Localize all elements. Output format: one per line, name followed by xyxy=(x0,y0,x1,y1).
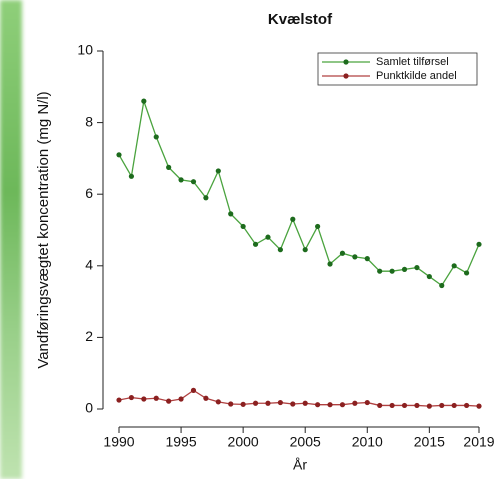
point xyxy=(352,400,358,406)
point xyxy=(290,401,296,407)
x-tick-label: 2000 xyxy=(228,434,259,450)
point xyxy=(401,266,408,272)
point xyxy=(377,402,383,409)
y-tick-label: 4 xyxy=(85,257,93,273)
point xyxy=(228,401,234,407)
point xyxy=(252,400,259,406)
point xyxy=(252,241,259,247)
y-tick-label: 6 xyxy=(85,185,93,201)
point xyxy=(290,216,296,222)
point xyxy=(228,211,234,217)
y-axis-label: Vandføringsvægtet koncentration (mg N/l) xyxy=(35,91,52,368)
point xyxy=(364,256,370,262)
series-line xyxy=(118,389,480,407)
y-tick-label: 8 xyxy=(85,113,93,129)
y-tick-label: 0 xyxy=(85,400,93,416)
point xyxy=(451,263,457,269)
point xyxy=(389,268,395,274)
point xyxy=(463,402,470,409)
x-tick-label: 2015 xyxy=(414,434,445,450)
point xyxy=(339,402,346,408)
point xyxy=(476,241,482,247)
point xyxy=(141,396,147,402)
point xyxy=(302,247,308,253)
point xyxy=(166,398,172,404)
x-tick-label: 2005 xyxy=(290,434,321,450)
point xyxy=(277,247,283,253)
point xyxy=(265,400,271,406)
chart-title: Kvælstof xyxy=(268,11,333,28)
legend-marker xyxy=(343,73,349,79)
point xyxy=(315,223,321,230)
point xyxy=(116,152,122,158)
point xyxy=(277,399,283,406)
y-tick-label: 10 xyxy=(77,42,93,58)
point xyxy=(240,401,246,407)
point xyxy=(401,402,408,409)
point xyxy=(203,395,209,401)
series-line xyxy=(118,100,480,287)
point xyxy=(352,254,358,260)
y-tick-label: 2 xyxy=(85,328,93,344)
point xyxy=(153,134,159,140)
x-tick-label: 2010 xyxy=(352,434,383,450)
point xyxy=(476,403,482,409)
point xyxy=(414,264,420,271)
point xyxy=(265,234,271,240)
point xyxy=(128,173,135,179)
point xyxy=(315,402,321,408)
point xyxy=(116,397,122,403)
x-axis-label: År xyxy=(293,457,307,473)
map-background xyxy=(0,0,22,479)
x-tick-label: 1995 xyxy=(165,434,196,450)
point xyxy=(364,399,370,406)
legend-box xyxy=(317,52,478,86)
point xyxy=(426,273,432,280)
point xyxy=(327,402,333,408)
point xyxy=(178,177,184,183)
point xyxy=(451,402,457,409)
point xyxy=(153,395,159,401)
point xyxy=(414,402,420,409)
legend-label: Punktkilde andel xyxy=(376,70,457,82)
point xyxy=(302,400,308,406)
point xyxy=(426,403,432,409)
point xyxy=(166,164,172,170)
point xyxy=(178,396,184,402)
legend-label: Samlet tilførsel xyxy=(376,56,449,68)
point xyxy=(439,402,445,409)
x-tick-label: 2019 xyxy=(463,434,494,450)
point xyxy=(439,282,445,289)
point xyxy=(190,179,197,185)
point xyxy=(190,387,197,393)
point xyxy=(377,268,383,274)
point xyxy=(389,402,395,409)
point xyxy=(215,168,221,174)
point xyxy=(141,98,147,104)
x-tick-label: 1990 xyxy=(103,434,134,450)
point xyxy=(463,270,470,276)
point xyxy=(327,261,333,267)
legend-marker xyxy=(343,59,349,65)
point xyxy=(339,250,346,256)
point xyxy=(203,195,209,201)
point xyxy=(240,223,246,230)
point xyxy=(128,394,135,401)
point xyxy=(215,399,221,405)
